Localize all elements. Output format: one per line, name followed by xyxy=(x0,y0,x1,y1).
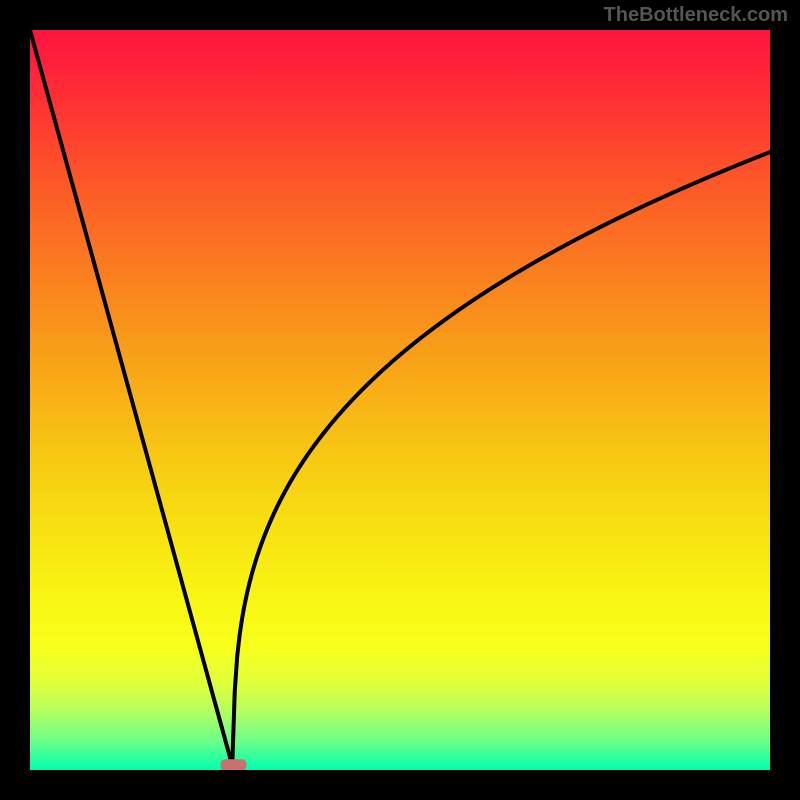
chart-svg xyxy=(30,30,770,770)
min-marker xyxy=(221,759,247,770)
gradient-background xyxy=(30,30,770,770)
chart-container: TheBottleneck.com xyxy=(0,0,800,800)
watermark-text: TheBottleneck.com xyxy=(604,4,788,27)
plot-area xyxy=(30,30,770,770)
